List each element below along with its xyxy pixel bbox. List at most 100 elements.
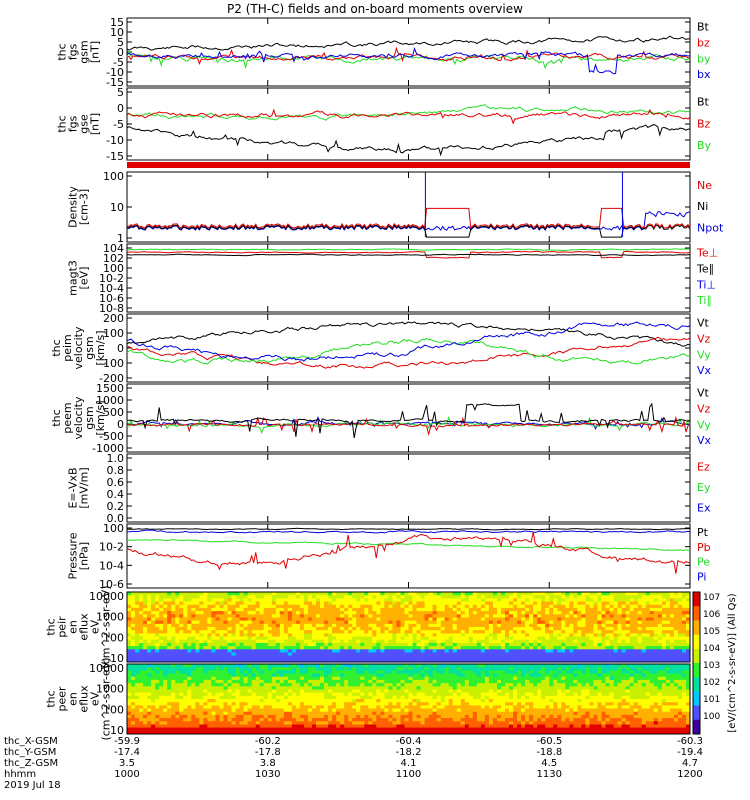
spectrogram-cell [460,601,466,606]
y-tick-label: 100 [103,262,124,275]
spectrogram-cell [243,633,248,637]
spectrogram-cell [139,627,144,631]
spectrogram-cell [259,667,265,671]
spectrogram-cell [661,658,667,663]
spectrogram-cell [275,727,281,732]
spectrogram-cell [151,711,156,716]
spectrogram-cell [460,627,466,631]
spectrogram-cell [645,658,651,663]
spectrogram-cell [167,718,172,722]
spectrogram-cell [324,646,329,650]
spectrogram-cell [408,614,413,618]
spectrogram-cell [657,623,663,628]
spectrogram-cell [247,714,252,719]
spectrogram-cell [573,630,578,634]
spectrogram-cell [613,604,618,609]
spectrogram-cell [364,617,369,622]
spectrogram-cell [424,633,429,637]
y-axis-label: [km/s] [94,400,107,435]
spectrogram-cell [179,702,184,706]
spectrogram-cell [203,611,208,615]
spectrogram-cell [444,636,450,641]
spectrogram-cell [468,655,474,660]
spectrogram-cell [328,708,333,713]
spectrogram-cell [368,611,373,615]
spectrogram-cell [372,627,377,631]
spectrogram-cell [525,611,530,615]
spectrogram-cell [368,711,373,716]
spectrogram-cell [569,630,574,634]
spectrogram-cell [183,630,188,634]
spectrogram-cell [456,642,462,647]
spectrogram-cell [328,636,333,641]
spectrogram-cell [669,598,675,602]
spectrogram-cell [400,699,405,703]
spectrogram-cell [295,601,301,606]
spectrogram-cell [207,623,212,628]
spectrogram-cell [143,721,148,725]
spectrogram-cell [440,601,446,606]
spectrogram-cell [171,592,176,596]
spectrogram-cell [332,699,337,703]
spectrogram-cell [416,595,421,599]
spectrogram-cell [167,667,172,671]
y-tick-label: -5 [113,118,124,131]
spectrogram-cell [637,633,643,637]
spectrogram-cell [147,649,152,653]
spectrogram-cell [159,683,164,687]
spectrogram-cell [404,623,409,628]
spectrogram-cell [259,724,265,729]
spectrogram-cell [472,623,478,628]
spectrogram-cell [247,627,252,631]
spectrogram-cell [412,627,417,631]
spectrogram-cell [291,705,297,709]
spectrogram-cell [629,592,635,596]
spectrogram-cell [259,692,265,697]
spectrogram-cell [436,627,441,631]
spectrogram-cell [179,655,184,660]
spectrogram-cell [605,633,610,637]
spectrogram-cell [316,607,321,612]
y-axis-label: Density [67,186,80,228]
spectrogram-cell [143,702,148,706]
spectrogram-cell [191,686,196,690]
spectrogram-cell [207,714,212,719]
spectrogram-cell [143,639,148,644]
spectrogram-cell [384,642,389,647]
spectrogram-cell [187,655,192,660]
spectrogram-cell [597,607,602,612]
spectrogram-cell [231,692,236,697]
spectrogram-cell [312,604,317,609]
spectrogram-cell [231,711,236,716]
spectrogram-cell [151,670,156,674]
spectrogram-cell [316,611,321,615]
spectrogram-cell [139,727,144,732]
spectrogram-cell [541,630,546,634]
spectrogram-cell [488,617,494,622]
spectrogram-cell [677,646,683,650]
spectrogram-cell [549,598,554,602]
spectrogram-cell [621,630,626,634]
spectrogram-cell [195,689,200,694]
spectrogram-cell [529,658,534,663]
spectrogram-cell [448,633,454,637]
spectrogram-cell [501,617,506,622]
spectrogram-cell [497,652,502,657]
spectrogram-cell [127,639,132,644]
spectrogram-cell [127,686,132,690]
spectrogram-cell [456,649,462,653]
spectrogram-cell [179,721,184,725]
spectrogram-cell [388,658,393,663]
spectrogram-cell [191,695,196,700]
spectrogram-cell [344,639,349,644]
spectrogram-cell [183,598,188,602]
spectrogram-cell [525,658,530,663]
spectrogram-cell [352,708,357,713]
spectrogram-cell [324,730,329,735]
spectrogram-cell [251,721,257,725]
spectrogram-cell [291,633,297,637]
spectrogram-cell [207,699,212,703]
spectrogram-cell [577,598,582,602]
spectrogram-cell [404,705,409,709]
spectrogram-cell [464,620,470,625]
